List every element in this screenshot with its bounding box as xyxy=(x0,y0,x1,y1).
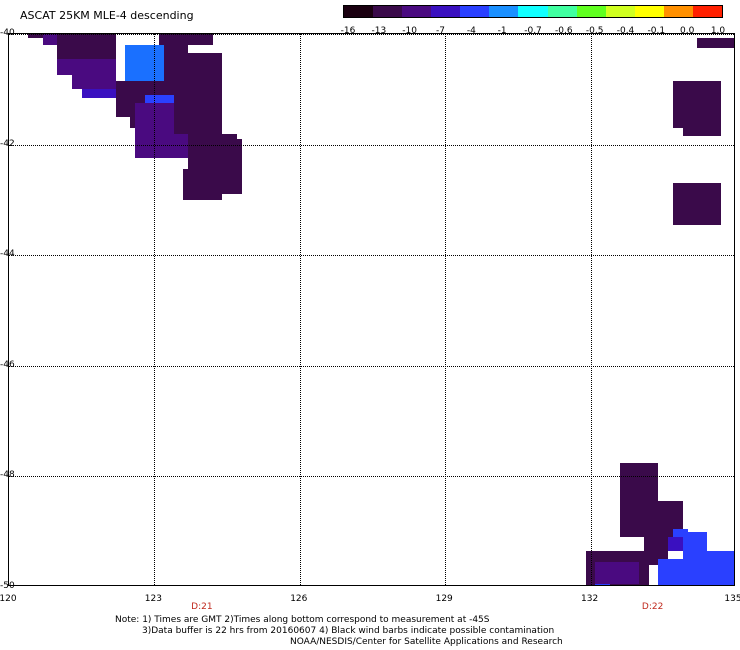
colorbar-tick-label: 0.0 xyxy=(679,26,695,36)
y-tick-label: -48 xyxy=(0,470,15,481)
colorbar-segment xyxy=(460,6,490,17)
wind-data-cell xyxy=(672,528,688,538)
wind-data-cell xyxy=(672,183,722,225)
wind-data-cell xyxy=(57,58,116,76)
grid-line-vertical xyxy=(299,34,301,585)
note-line-3: NOAA/NESDIS/Center for Satellite Applica… xyxy=(290,637,563,647)
colorbar-tick-label: -7 xyxy=(436,26,445,36)
wind-data-cell xyxy=(595,562,640,585)
colorbar-segment xyxy=(663,6,693,17)
wind-data-cell xyxy=(222,139,242,195)
colorbar-segment xyxy=(547,6,577,17)
map-title: ASCAT 25KM MLE-4 descending xyxy=(20,9,194,22)
wind-data-cell xyxy=(183,169,223,200)
x-tick-label: 120 xyxy=(0,594,17,604)
note-line-2: 3)Data buffer is 22 hrs from 20160607 4)… xyxy=(142,626,555,636)
colorbar-segment xyxy=(576,6,606,17)
colorbar-tick-label: 1.0 xyxy=(710,26,726,36)
colorbar-tick-label: -1 xyxy=(497,26,507,36)
colorbar-tick-label: -0.1 xyxy=(647,26,666,36)
wind-data-cell xyxy=(28,34,58,39)
wind-data-cell xyxy=(619,462,659,502)
time-label: D:21 xyxy=(191,602,213,612)
grid-line-vertical xyxy=(154,34,156,585)
wind-data-cell xyxy=(682,128,722,137)
colorbar-segment xyxy=(518,6,548,17)
y-tick-label: -46 xyxy=(0,359,15,370)
wind-data-cell xyxy=(658,559,683,585)
colorbar-segment xyxy=(431,6,461,17)
colorbar xyxy=(343,5,723,18)
wind-data-cell xyxy=(595,584,610,585)
wind-data-cell xyxy=(643,531,669,565)
colorbar-segment xyxy=(373,6,403,17)
colorbar-segment xyxy=(344,6,374,17)
wind-data-cell xyxy=(697,38,734,48)
wind-data-cell xyxy=(173,53,223,90)
colorbar-segment xyxy=(402,6,432,17)
colorbar-tick-label: -0.5 xyxy=(585,26,604,36)
wind-data-cell xyxy=(72,75,116,90)
colorbar-tick-label: -10 xyxy=(402,26,418,36)
colorbar-segment xyxy=(489,6,519,17)
wind-data-cell xyxy=(697,551,734,585)
grid-line-vertical xyxy=(445,34,447,585)
grid-line-horizontal xyxy=(9,476,734,478)
wind-data-cell xyxy=(173,89,223,134)
y-tick-label: -40 xyxy=(0,28,15,38)
colorbar-tick-label: -4 xyxy=(466,26,476,36)
y-tick-label: -44 xyxy=(0,249,15,260)
grid-line-horizontal xyxy=(9,34,734,35)
wind-data-cell xyxy=(81,89,116,98)
x-tick-label: 129 xyxy=(435,594,453,604)
x-tick-label: 132 xyxy=(581,594,599,604)
wind-data-cell xyxy=(672,81,722,128)
colorbar-tick-label: -13 xyxy=(371,26,387,36)
grid-line-horizontal xyxy=(9,255,734,257)
colorbar-tick-label: -0.6 xyxy=(555,26,573,36)
note-line-1: Note: 1) Times are GMT 2)Times along bot… xyxy=(115,615,490,625)
colorbar-segment xyxy=(634,6,664,17)
grid-line-horizontal xyxy=(9,365,734,367)
wind-data-cell xyxy=(125,45,165,81)
x-tick-label: 126 xyxy=(290,594,308,604)
wind-data-cell xyxy=(57,34,116,59)
y-tick-label: -50 xyxy=(0,581,15,591)
map-plot xyxy=(8,33,735,586)
colorbar-tick-label: -0.7 xyxy=(524,26,542,36)
colorbar-segment xyxy=(605,6,635,17)
x-tick-label: 135 xyxy=(724,594,740,604)
x-tick-label: 123 xyxy=(144,594,162,604)
wind-data-cell xyxy=(144,94,194,104)
grid-line-vertical xyxy=(590,34,592,585)
colorbar-segment xyxy=(692,6,723,17)
y-tick-label: -42 xyxy=(0,138,15,149)
wind-data-cell xyxy=(619,501,683,538)
colorbar-tick-label: -0.4 xyxy=(616,26,635,36)
time-label: D:22 xyxy=(641,602,664,612)
grid-line-horizontal xyxy=(9,144,734,146)
colorbar-tick-label: -16 xyxy=(340,26,356,36)
